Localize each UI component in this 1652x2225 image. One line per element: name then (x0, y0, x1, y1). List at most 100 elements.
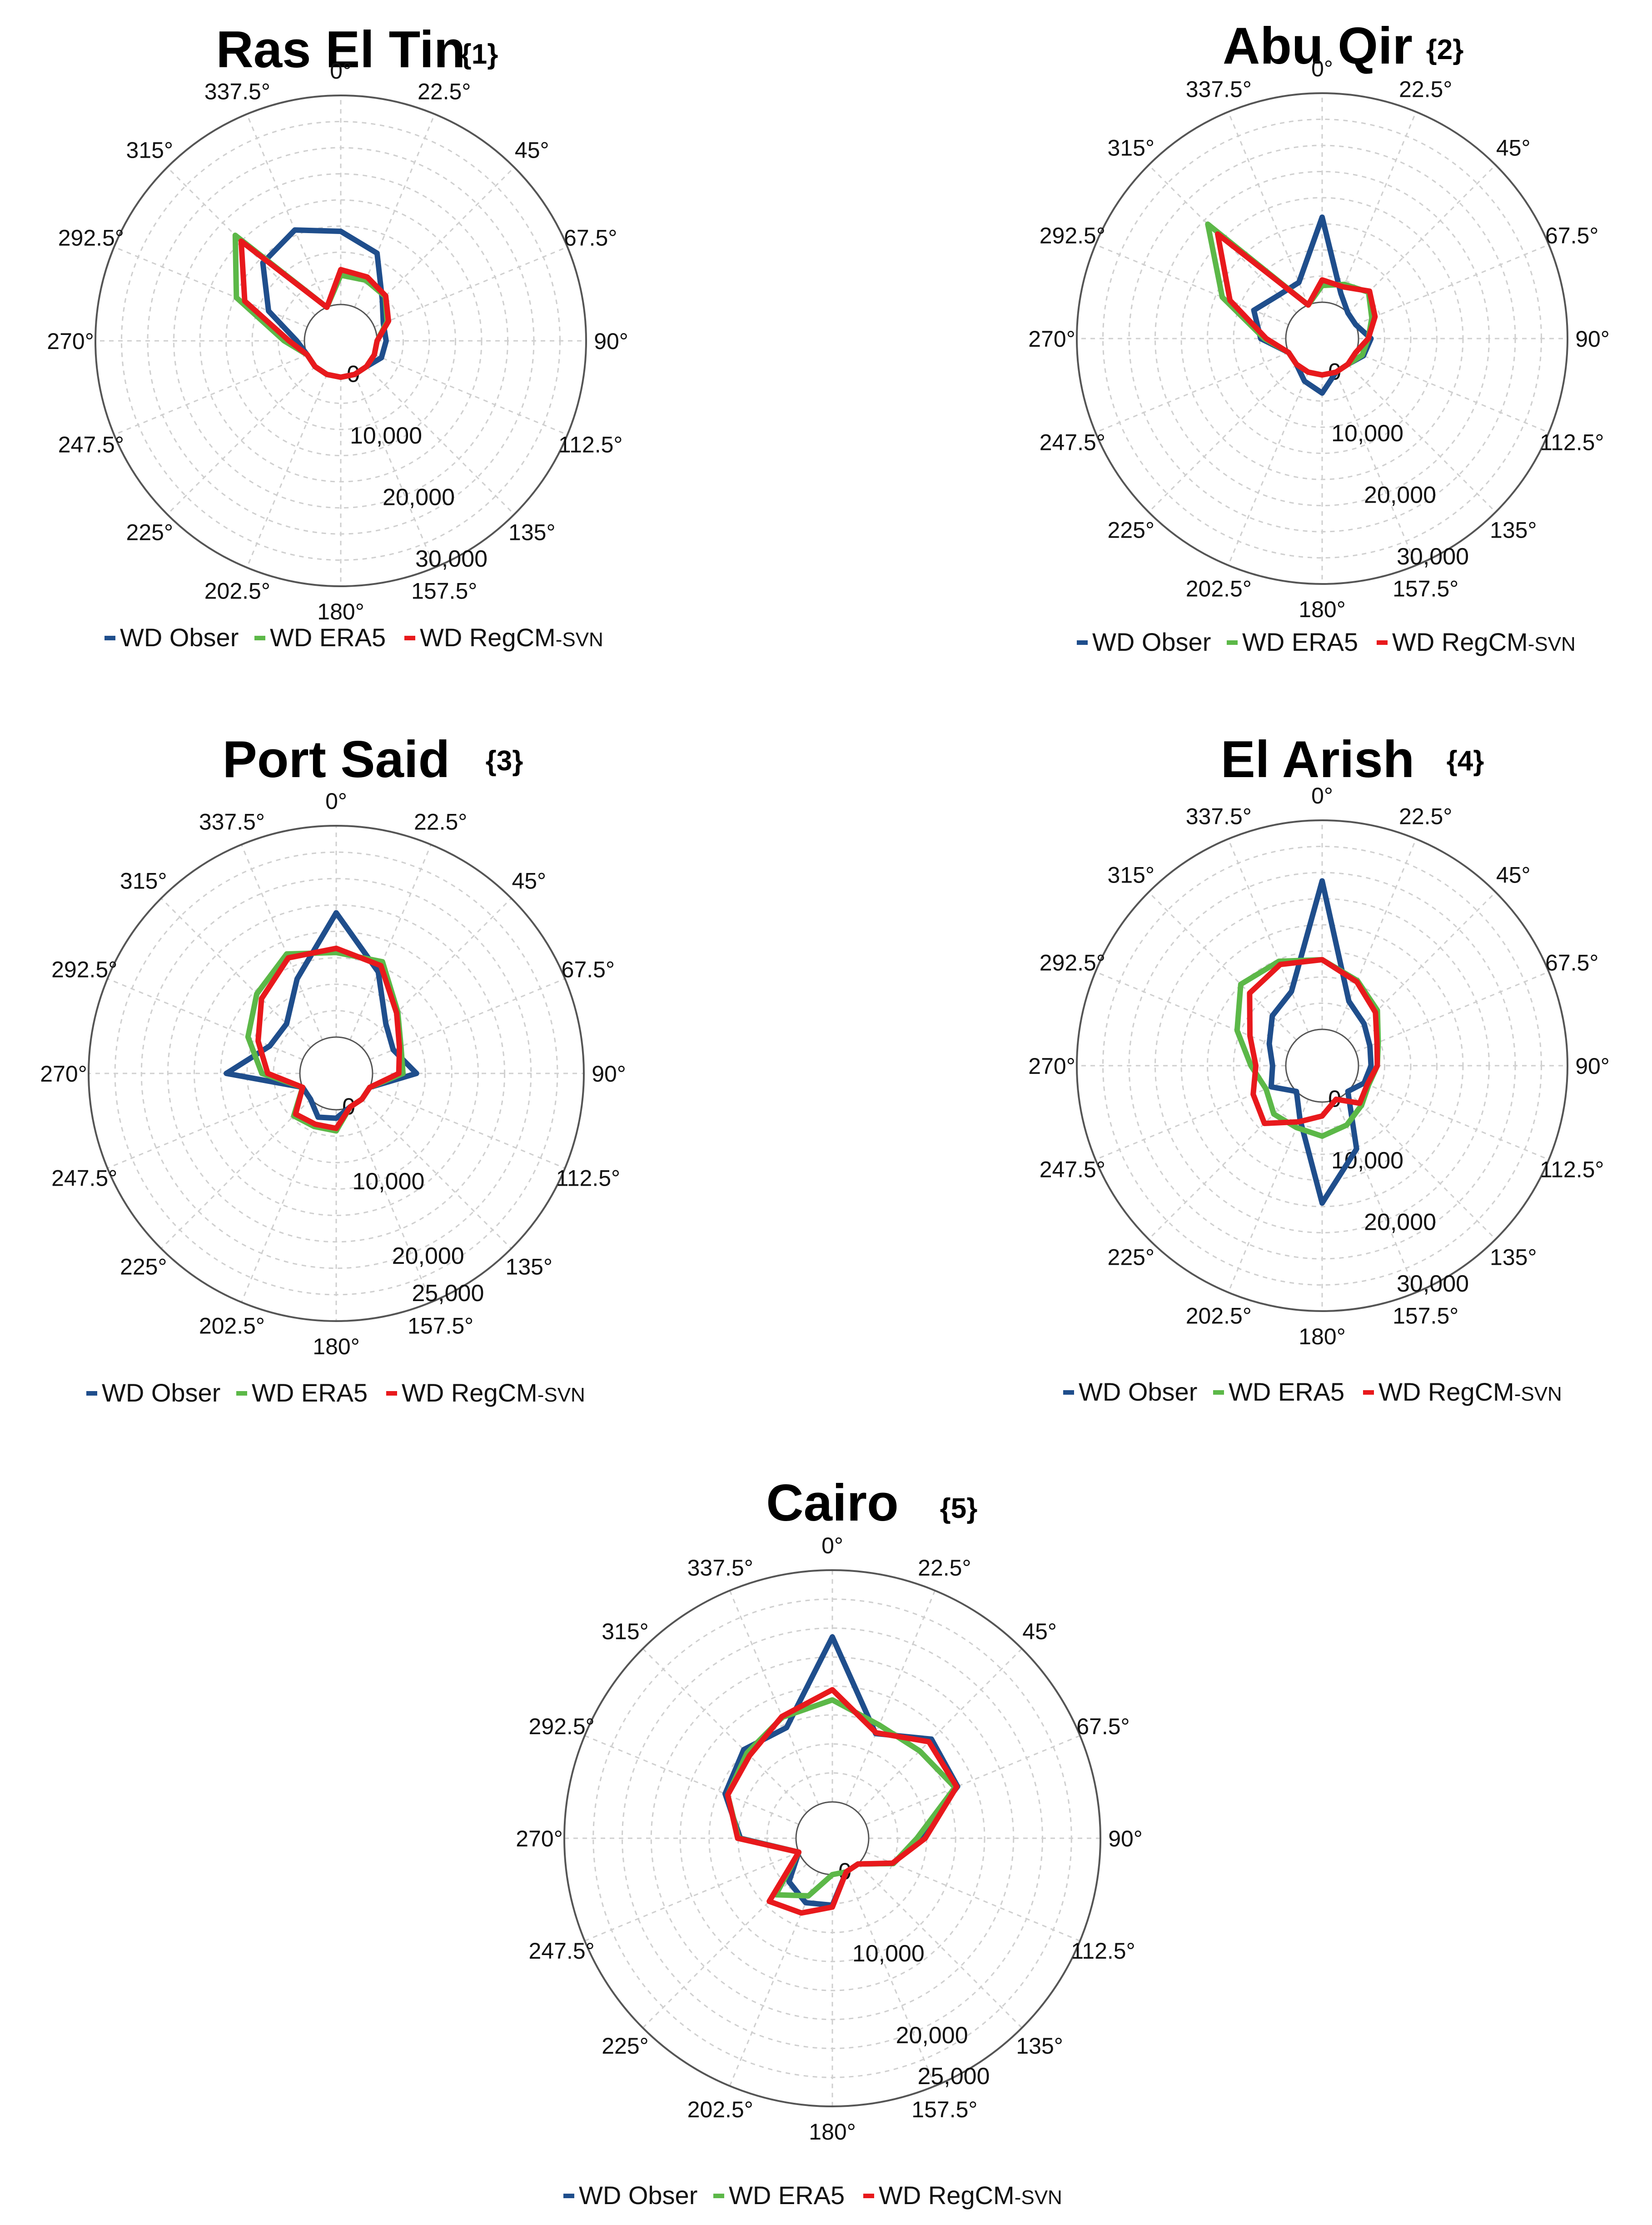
legend-label-obs: WD Obser (120, 623, 239, 652)
data-point (892, 1862, 893, 1864)
grid-spoke (246, 114, 328, 308)
grid-spoke (584, 1735, 799, 1825)
data-point (398, 1073, 399, 1074)
direction-label: 0° (1311, 56, 1333, 81)
data-point (1296, 364, 1297, 365)
grid-spoke (642, 1648, 807, 1813)
data-point (1335, 1098, 1337, 1100)
direction-label: 90° (1575, 1053, 1610, 1079)
direction-label: 337.5° (199, 809, 265, 835)
outer-ring (95, 95, 587, 587)
data-point (743, 1749, 744, 1750)
data-point (385, 295, 386, 297)
direction-label: 315° (602, 1619, 648, 1644)
grid-spoke (729, 1871, 819, 2086)
data-point (931, 1738, 932, 1740)
data-point (267, 1073, 269, 1074)
grid-ring (708, 1714, 956, 1962)
data-point (916, 1838, 918, 1839)
grid-spoke (354, 374, 436, 568)
grid-spoke (107, 1087, 303, 1169)
grid-spoke (1095, 971, 1289, 1053)
grid-ring (679, 1685, 985, 1991)
direction-label: 270° (40, 1061, 87, 1087)
grid-spoke (729, 1590, 819, 1805)
data-point (1236, 1030, 1238, 1031)
panel-title: Ras El Tin (216, 21, 465, 79)
direction-label: 225° (602, 2033, 648, 2059)
data-point (1355, 324, 1356, 325)
data-point (1343, 286, 1344, 288)
legend-label-regcm: WD RegCM-SVN (1392, 628, 1576, 656)
data-point (244, 300, 245, 302)
data-point (382, 299, 383, 300)
direction-label: 0° (1311, 783, 1333, 808)
data-point (373, 354, 375, 355)
legend-label-regcm: WD RegCM-SVN (420, 623, 603, 652)
direction-label: 45° (1496, 862, 1531, 888)
data-point (1272, 1065, 1273, 1066)
data-point (1370, 1065, 1372, 1066)
data-point (1308, 304, 1309, 306)
data-point (928, 1741, 930, 1742)
radial-tick-label: 25,000 (917, 2063, 990, 2090)
data-point (1362, 354, 1363, 356)
grid-spoke (369, 1087, 566, 1169)
data-point (336, 1127, 337, 1129)
direction-label: 180° (317, 599, 364, 624)
direction-label: 135° (1490, 518, 1537, 543)
panel-title: El Arish (1221, 731, 1415, 788)
radial-tick-label: 20,000 (383, 484, 455, 510)
data-point (247, 1036, 249, 1038)
panel-tag: {4} (1447, 745, 1484, 777)
legend-label-regcm: WD RegCM-SVN (879, 2181, 1062, 2210)
data-point (340, 269, 341, 270)
legend-label-regcm: WD RegCM-SVN (1378, 1377, 1562, 1406)
data-point (1279, 964, 1281, 965)
data-point (1278, 294, 1279, 296)
data-point (737, 1838, 738, 1839)
direction-label: 22.5° (414, 809, 467, 835)
data-point (1355, 352, 1356, 353)
grid-spoke (167, 366, 316, 515)
data-point (381, 357, 382, 359)
grid-spoke (866, 1851, 1080, 1942)
data-point (340, 377, 341, 378)
direction-label: 315° (120, 868, 167, 894)
data-point (376, 253, 378, 254)
grid-spoke (361, 1098, 512, 1249)
data-point (258, 1040, 259, 1042)
radial-tick-label: 20,000 (392, 1243, 464, 1269)
direction-label: 292.5° (1040, 223, 1105, 248)
direction-label: 315° (1108, 862, 1154, 888)
direction-label: 67.5° (1545, 223, 1598, 248)
direction-label: 292.5° (529, 1714, 595, 1739)
grid-ring (194, 931, 479, 1216)
direction-label: 67.5° (562, 957, 615, 982)
direction-label: 180° (1299, 597, 1345, 622)
data-point (857, 1863, 859, 1865)
grid-spoke (1148, 364, 1297, 513)
data-point (367, 276, 368, 278)
data-point (1348, 1001, 1349, 1002)
direction-label: 202.5° (1186, 1303, 1252, 1329)
data-point (1296, 1127, 1297, 1128)
grid-spoke (1148, 892, 1297, 1041)
data-point (240, 240, 242, 242)
data-point (749, 1755, 750, 1756)
data-point (832, 1636, 833, 1637)
legend-label-obs: WD Obser (579, 2181, 697, 2210)
grid-ring (1207, 950, 1438, 1181)
data-point (314, 366, 316, 367)
direction-label: 45° (512, 868, 546, 894)
direction-label: 135° (506, 1254, 552, 1279)
data-point (269, 1045, 270, 1047)
data-point (786, 1727, 787, 1728)
outer-ring (1076, 819, 1568, 1312)
data-point (385, 340, 387, 341)
direction-label: 202.5° (687, 2097, 753, 2122)
radial-tick-label: 10,000 (352, 1168, 424, 1195)
data-point (1229, 299, 1231, 301)
direction-label: 157.5° (408, 1313, 473, 1338)
data-point (1322, 216, 1323, 218)
